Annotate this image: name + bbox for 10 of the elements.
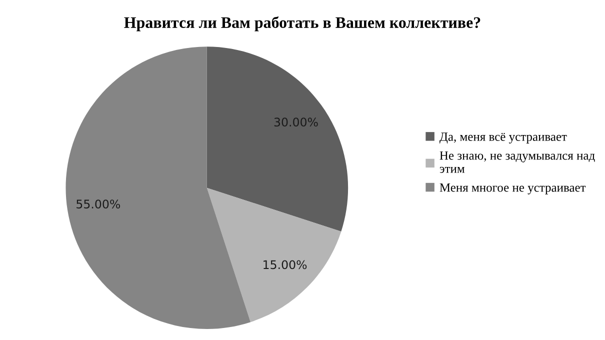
chart-title: Нравится ли Вам работать в Вашем коллективе?: [124, 16, 480, 32]
pie-slice: [206, 188, 342, 322]
pie-slice: [66, 46, 251, 330]
data-label: 15.00%: [264, 260, 307, 270]
legend-label: Не знаю, не задумывался над этим: [440, 151, 595, 173]
legend-label: Да, меня всё устраивает: [440, 132, 567, 144]
legend-label: Меня многое не устраивает: [440, 183, 586, 194]
pie-slice: [206, 46, 348, 232]
data-label: 55.00%: [76, 200, 120, 208]
data-label: 30.00%: [274, 118, 318, 127]
